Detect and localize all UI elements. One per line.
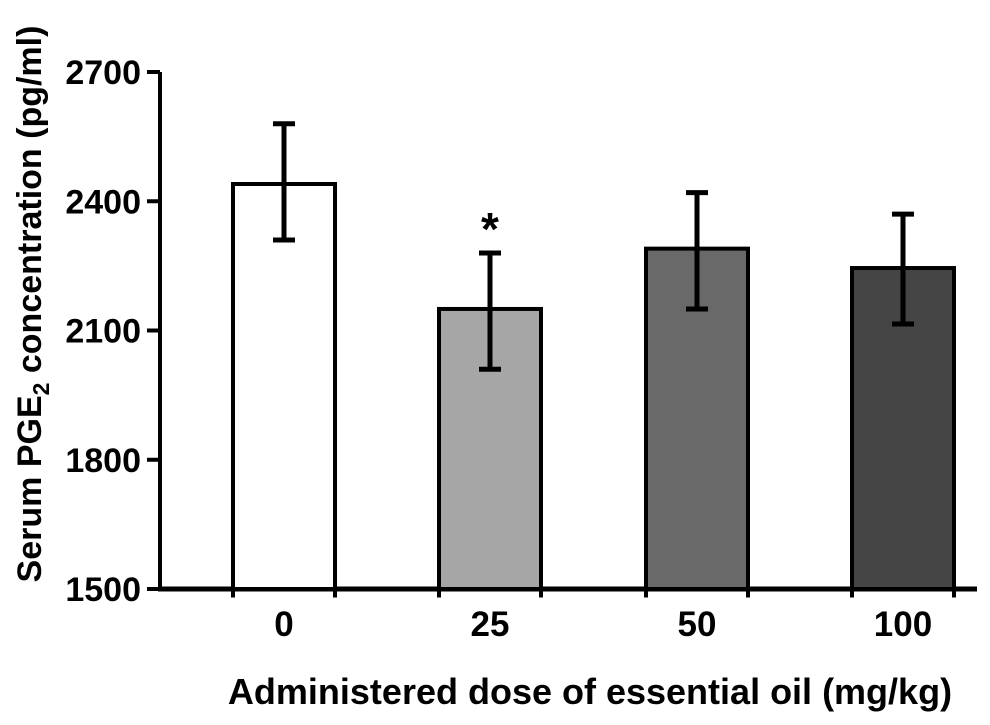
y-tick-label: 2100 [65,313,141,351]
y-axis-title-prefix: Serum PGE [11,395,49,583]
y-axis-title-subscript: 2 [27,382,54,396]
y-tick-label: 2400 [65,183,141,221]
y-tick-label: 2700 [65,54,141,92]
x-tick-label: 0 [274,605,293,644]
y-tick-label: 1800 [65,442,141,480]
y-axis-title-suffix: concentration (pg/ml) [11,25,49,383]
y-axis-title: Serum PGE2 concentration (pg/ml) [9,4,54,604]
x-tick-label: 100 [874,605,932,644]
x-tick-label: 50 [678,605,717,644]
significance-asterisk: * [481,203,499,255]
y-tick-label: 1500 [65,571,141,609]
x-axis-title: Administered dose of essential oil (mg/k… [227,671,953,712]
x-tick-label: 25 [471,605,510,644]
bar-0 [231,182,337,591]
